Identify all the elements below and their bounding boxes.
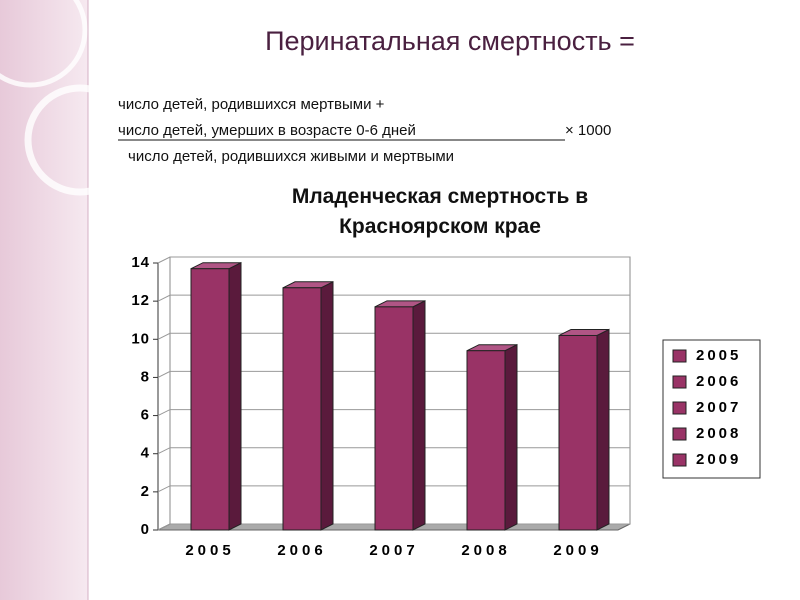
bar-side — [412, 300, 426, 531]
bar-side — [320, 280, 334, 531]
y-tick-label: 4 — [141, 445, 150, 462]
bar — [374, 306, 414, 531]
y-tick-label: 0 — [141, 521, 150, 538]
bar-side — [228, 261, 242, 531]
legend-swatch — [672, 401, 687, 415]
bar — [466, 350, 506, 531]
y-tick-label: 14 — [131, 254, 150, 271]
y-tick-label: 8 — [141, 368, 150, 385]
legend-swatch — [672, 349, 687, 363]
x-tick-label: 2009 — [553, 542, 602, 559]
legend-label: 2005 — [696, 347, 741, 364]
legend-label: 2009 — [696, 451, 741, 468]
slide-title: Перинатальная смертность = — [265, 26, 635, 56]
legend-swatch — [672, 453, 687, 467]
legend-label: 2006 — [696, 373, 741, 390]
bar-side — [504, 343, 518, 531]
bar — [558, 334, 598, 531]
chart-title: Младенческая смертность в Красноярском к… — [291, 185, 589, 238]
formula-multiplier: × 1000 — [565, 122, 612, 139]
y-tick-label: 2 — [141, 483, 150, 500]
legend-swatch — [672, 427, 687, 441]
grid-line — [157, 256, 630, 264]
x-tick-label: 2007 — [369, 542, 418, 559]
grid-line — [157, 294, 630, 302]
x-tick-label: 2008 — [461, 542, 510, 559]
bar — [190, 268, 230, 531]
formula-line: число детей, умерших в возрасте 0-6 дней — [118, 122, 416, 139]
x-tick-label: 2006 — [277, 542, 326, 559]
legend-label: 2008 — [696, 425, 741, 442]
bar — [282, 287, 322, 531]
legend-swatch — [672, 375, 687, 389]
grid-line — [157, 332, 630, 340]
legend-label: 2007 — [696, 399, 741, 416]
y-tick-label: 12 — [131, 292, 150, 309]
formula-line: число детей, родившихся живыми и мертвым… — [128, 148, 455, 165]
deco-circle — [0, 0, 88, 88]
formula-line: число детей, родившихся мертвыми + — [118, 96, 385, 113]
x-tick-label: 2005 — [185, 542, 234, 559]
bar-side — [596, 328, 610, 531]
y-tick-label: 10 — [131, 330, 150, 347]
y-tick-label: 6 — [141, 407, 150, 424]
